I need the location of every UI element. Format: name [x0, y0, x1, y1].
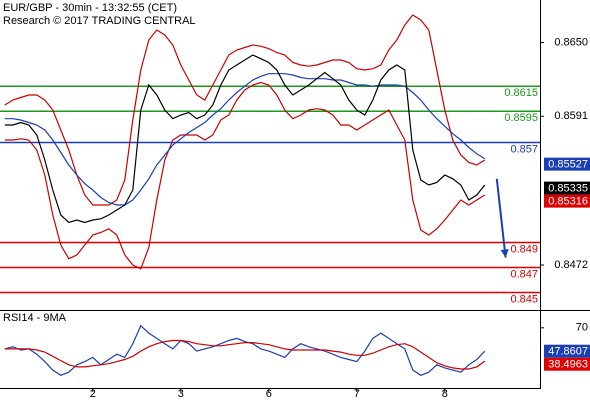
- level-label: 0.8615: [504, 87, 538, 99]
- chart-subtitle: Research © 2017 TRADING CENTRAL: [3, 15, 196, 27]
- rsi-title: RSI14 - 9MA: [3, 312, 67, 324]
- price-badge: [544, 181, 590, 195]
- series-line: [4, 14, 486, 206]
- series-line: [4, 339, 486, 370]
- price-badge-label: 0.85527: [548, 159, 588, 171]
- x-tick-label: 8: [442, 388, 448, 400]
- price-badge: [544, 157, 590, 171]
- price-badge-label: 38.4963: [548, 359, 588, 371]
- series-line: [4, 54, 486, 224]
- price-badge: [544, 357, 590, 371]
- x-tick-label: 2: [90, 388, 96, 400]
- price-badge: [544, 194, 590, 208]
- series-line: [4, 81, 486, 270]
- x-tick-label: 7: [354, 388, 360, 400]
- level-label: 0.849: [510, 243, 538, 255]
- forecast-arrow: [495, 178, 507, 258]
- price-badge-label: 47.8607: [548, 346, 588, 358]
- series-line: [4, 73, 486, 206]
- chart-title: EUR/GBP - 30min - 13:32:55 (CET): [3, 2, 177, 14]
- price-badge-label: 0.85335: [548, 183, 588, 195]
- level-label: 0.8595: [504, 112, 538, 124]
- series-line: [4, 324, 486, 376]
- y-tick-label: 70: [576, 322, 588, 334]
- level-label: 0.845: [510, 293, 538, 305]
- level-label: 0.857: [510, 143, 538, 155]
- forecast-arrowhead: [500, 249, 509, 258]
- y-tick-label: 0.8591: [554, 110, 588, 122]
- y-tick-label: 0.8472: [554, 259, 588, 271]
- x-tick-label: 6: [266, 388, 272, 400]
- y-tick-label: 0.8650: [554, 36, 588, 48]
- x-tick-label: 3: [178, 388, 184, 400]
- price-badge: [544, 344, 590, 358]
- level-label: 0.847: [510, 268, 538, 280]
- price-badge-label: 0.85316: [548, 196, 588, 208]
